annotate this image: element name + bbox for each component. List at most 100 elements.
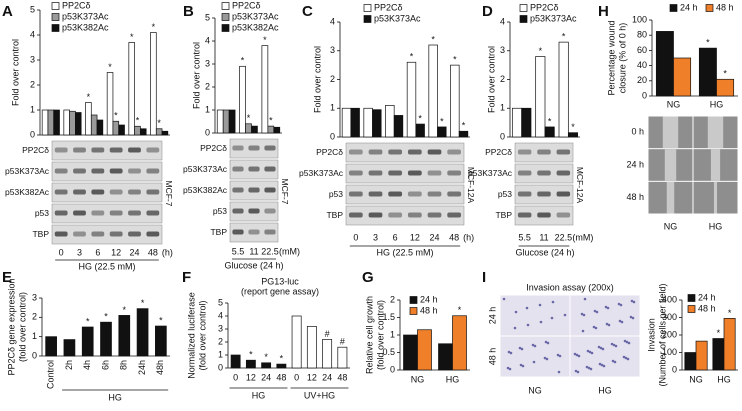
significance-mark: * (123, 305, 127, 315)
x-tick-label: 12 (246, 372, 256, 382)
cell-dot (576, 370, 580, 374)
blot-band (128, 168, 141, 174)
blot-band (537, 191, 551, 197)
cell-dot (623, 339, 627, 343)
cell-dot (588, 350, 592, 354)
cell-dot (545, 357, 549, 361)
blot-band (91, 168, 105, 174)
y-tick-label: 3 (205, 58, 210, 68)
y-tick-label: 3 (32, 292, 37, 302)
x-tick-label: 22.5 (261, 246, 279, 256)
cell-dot (539, 320, 543, 324)
significance-mark: * (269, 115, 273, 125)
panel-letter: B (183, 3, 194, 20)
blot-band (73, 168, 86, 174)
bar (406, 61, 417, 138)
y-axis-label: Fold over control (486, 46, 496, 113)
y-tick-label: 0 (330, 131, 335, 141)
y-tick-label: 400 (662, 294, 677, 304)
wound-gap (710, 149, 721, 181)
bar (438, 343, 453, 371)
x-unit: (h) (162, 247, 173, 257)
cell-dot (620, 320, 624, 324)
cell-dot (631, 316, 635, 320)
legend-swatch (519, 15, 528, 23)
bar (385, 105, 395, 138)
blot-band (368, 212, 383, 218)
legend-swatch (221, 24, 230, 32)
y-tick-label: 4 (330, 16, 335, 26)
cell-dot (625, 340, 629, 344)
y-axis-label: (fold over control) (17, 292, 27, 362)
y-tick-label: 100 (662, 347, 677, 357)
bar (712, 338, 725, 371)
cell-dot (525, 306, 529, 310)
y-tick-label: 3 (30, 54, 35, 64)
cell-dot (632, 300, 636, 304)
x-tick-label: 3 (373, 232, 378, 242)
x-tick-label: 48h (155, 360, 165, 375)
blot-band (128, 147, 141, 153)
cell-dot (592, 325, 596, 329)
y-tick-label: 1 (218, 349, 223, 359)
y-axis-label: Fold over control (312, 46, 322, 113)
blot-band (264, 187, 276, 193)
legend-label: PP2Cδ (62, 0, 91, 10)
legend-label: p53K373Ac (374, 13, 421, 23)
wound-gap (713, 181, 718, 214)
blot-band (264, 229, 276, 235)
significance-mark: * (571, 122, 575, 132)
x-tick-label: 48 (148, 247, 158, 257)
y-tick-label: 0 (32, 350, 37, 360)
y-axis-label: Invasion (646, 318, 656, 352)
cell-line-label: MCF-12A (466, 167, 476, 204)
blot-band (368, 149, 383, 155)
x-tick-label: 12 (410, 232, 420, 242)
bar (155, 128, 163, 136)
y-tick-label: 2 (390, 294, 395, 304)
bar (261, 45, 269, 134)
y-tick-label: 4 (500, 16, 505, 26)
bar (341, 107, 352, 138)
blot-band (517, 149, 532, 155)
cell-dot (627, 341, 631, 345)
wound-gap (664, 149, 677, 181)
x-tick-label: NG (689, 374, 703, 384)
micrograph (500, 336, 570, 377)
image-row-label: 24 h (487, 307, 497, 325)
y-tick-label: 300 (662, 312, 677, 322)
x-tick-label: 3 (77, 247, 82, 257)
bar (222, 109, 230, 134)
significance-mark: * (114, 111, 118, 121)
panel-letter: E (2, 269, 12, 286)
significance-mark: * (241, 56, 245, 66)
bar (245, 359, 256, 369)
bar (417, 329, 432, 371)
blot-strip (345, 184, 465, 205)
blot-row-label: PP2Cδ (200, 143, 227, 153)
y-tick-label: 0 (642, 90, 647, 100)
blot-band (91, 147, 105, 153)
significance-mark: * (157, 118, 161, 128)
y-tick-label: 0 (390, 364, 395, 374)
cell-dot (544, 340, 548, 344)
wound-gap (662, 116, 679, 149)
cell-dot (590, 351, 594, 355)
y-axis-label: Percentage wound (606, 20, 616, 95)
cell-dot (598, 362, 602, 366)
cell-dot (612, 343, 616, 347)
blot-band (388, 149, 403, 155)
blot-band (388, 191, 403, 197)
image-col-label: HG (598, 385, 612, 395)
blot-band (54, 147, 68, 153)
significance-mark: * (431, 34, 435, 44)
blot-band (537, 170, 551, 176)
blot-band (537, 149, 551, 155)
blot-band (109, 210, 123, 216)
x-tick-label: 4h (82, 360, 92, 370)
cell-line-label: MCF-12A (575, 167, 585, 204)
blot-row-label: p53 (329, 189, 343, 199)
bar (458, 130, 469, 138)
x-tick-label: 12 (307, 372, 317, 382)
blot-band (427, 191, 442, 197)
